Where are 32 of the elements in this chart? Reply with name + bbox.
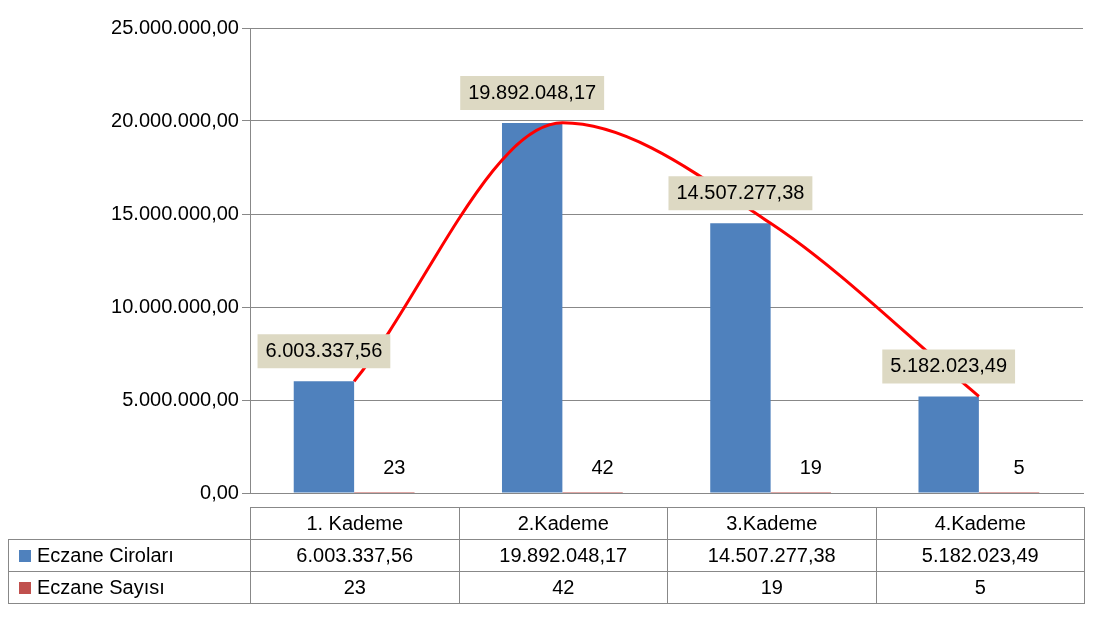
data-label: 19 <box>667 571 876 604</box>
text: 6.003.337,56 <box>265 338 383 361</box>
y-tick-label: 25.000.000,00 <box>111 15 239 38</box>
data-label: 19.892.048,17 <box>459 539 668 572</box>
y-tick-label: 15.000.000,00 <box>111 201 239 224</box>
bar <box>710 223 771 493</box>
legend-label: Eczane Sayısı <box>37 576 165 598</box>
data-label: 5 <box>876 571 1085 604</box>
text: 23 <box>383 455 406 478</box>
bar <box>501 123 563 493</box>
text: 19.892.048,17 <box>468 80 597 103</box>
y-tick-label: 20.000.000,00 <box>111 108 239 131</box>
x-tick-label: 2.Kademe <box>459 507 668 540</box>
text: 19 <box>799 455 822 478</box>
y-tick-label: 0,00 <box>200 480 239 503</box>
legend-label: Eczane Ciroları <box>37 544 174 566</box>
data-label: 42 <box>459 571 668 604</box>
y-tick-label: 10.000.000,00 <box>111 294 239 317</box>
x-tick-label: 4.Kademe <box>876 507 1085 540</box>
bar <box>293 381 355 493</box>
bar <box>918 396 979 493</box>
text: 5.182.023,49 <box>890 354 1008 377</box>
text: 14.507.277,38 <box>676 180 805 203</box>
x-tick-label: 1. Kademe <box>250 507 459 540</box>
data-label: 5.182.023,49 <box>876 539 1085 572</box>
x-tick-label: 3.Kademe <box>667 507 876 540</box>
y-tick-label: 5.000.000,00 <box>122 387 239 410</box>
text: 42 <box>591 455 614 478</box>
data-label: 14.507.277,38 <box>667 539 876 572</box>
data-label: 6.003.337,56 <box>250 539 459 572</box>
data-label: 23 <box>250 571 459 604</box>
text: 5 <box>1013 455 1025 478</box>
